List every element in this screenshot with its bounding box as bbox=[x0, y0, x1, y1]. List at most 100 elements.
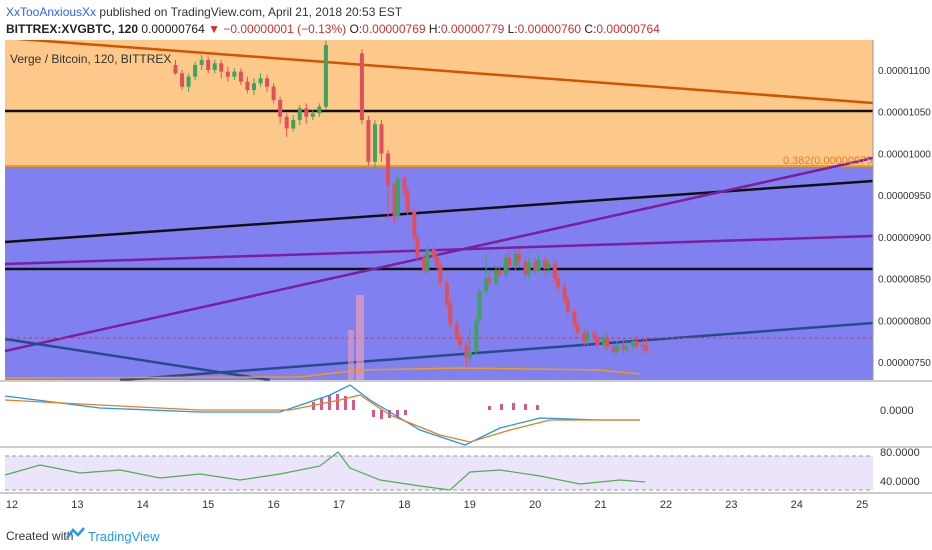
open-label: O: bbox=[349, 22, 363, 36]
high-label: H: bbox=[428, 22, 441, 36]
candle-body bbox=[454, 324, 459, 337]
candle-body bbox=[526, 261, 531, 275]
candle-body bbox=[631, 341, 636, 347]
candle-body bbox=[562, 286, 567, 300]
x-tick-label: 21 bbox=[594, 499, 606, 511]
volume-ma-line bbox=[4, 367, 641, 379]
candle-body bbox=[457, 336, 462, 346]
x-tick-label: 14 bbox=[137, 499, 149, 511]
candle-body bbox=[206, 59, 211, 70]
candle-body bbox=[212, 63, 217, 70]
candle-body bbox=[379, 124, 384, 154]
x-tick-labels: 12 13 14 15 16 17 18 19 20 21 22 23 24 25 bbox=[6, 499, 868, 511]
candle-body bbox=[245, 81, 250, 91]
candle-body bbox=[422, 257, 427, 271]
candle-body bbox=[415, 236, 420, 258]
trendline-orange bbox=[14, 40, 874, 105]
candle-body bbox=[552, 263, 557, 279]
tradingview-brand-link[interactable]: TradingView bbox=[88, 529, 160, 544]
created-with-text: Created with bbox=[6, 529, 74, 543]
candle-body bbox=[536, 260, 541, 271]
volume-bar bbox=[348, 330, 354, 380]
rsi-band bbox=[5, 456, 873, 490]
candle-body bbox=[621, 345, 626, 350]
candle-body bbox=[595, 336, 600, 346]
price-chart[interactable]: Verge / Bitcoin, 120, BITTREX 0.382(0.00… bbox=[0, 40, 932, 518]
candle-body bbox=[487, 278, 492, 283]
candle-body bbox=[265, 78, 270, 87]
candle-body bbox=[644, 346, 649, 351]
price-axis bbox=[873, 40, 932, 380]
candle-body bbox=[284, 116, 289, 129]
candle-body bbox=[317, 106, 322, 114]
candle-body bbox=[611, 346, 616, 352]
y-tick-label: 0.00000950 bbox=[878, 191, 931, 202]
candle-body bbox=[614, 345, 619, 352]
candle-body bbox=[193, 64, 198, 77]
candle-body bbox=[232, 71, 237, 77]
y-tick-label: 0.00000800 bbox=[878, 316, 931, 327]
close-value: 0.00000764 bbox=[596, 22, 660, 36]
x-tick-label: 25 bbox=[856, 499, 868, 511]
candle-body bbox=[258, 78, 263, 84]
rsi-label-40: 40.0000 bbox=[880, 476, 920, 488]
candle-body bbox=[438, 266, 443, 283]
candle-body bbox=[372, 124, 377, 162]
candle-body bbox=[484, 278, 489, 292]
publish-info: XxTooAnxiousXx published on TradingView.… bbox=[6, 5, 402, 19]
candle-body bbox=[291, 120, 296, 129]
macd-line bbox=[4, 384, 640, 446]
candle-body bbox=[392, 185, 397, 216]
candle-body bbox=[366, 120, 371, 162]
candle-body bbox=[464, 345, 469, 358]
macd-pane bbox=[0, 382, 873, 446]
publish-text: published on TradingView.com, April 21, … bbox=[99, 5, 403, 19]
candle-body bbox=[497, 270, 502, 275]
candle-body bbox=[523, 261, 528, 275]
candle-body bbox=[323, 44, 328, 107]
candle-body bbox=[386, 153, 391, 186]
pane-label: Verge / Bitcoin, 120, BITTREX bbox=[10, 52, 171, 66]
trendline-navy-support bbox=[119, 321, 874, 382]
x-tick-label: 24 bbox=[791, 499, 803, 511]
candle-body bbox=[582, 332, 587, 342]
author-link[interactable]: XxTooAnxiousXx bbox=[6, 5, 97, 19]
signal-line bbox=[4, 394, 640, 443]
close-label: C: bbox=[584, 22, 597, 36]
y-tick-label: 0.00001000 bbox=[878, 149, 931, 160]
candle-body bbox=[477, 291, 482, 321]
rsi-label-80: 80.0000 bbox=[880, 447, 920, 459]
x-tick-label: 13 bbox=[71, 499, 83, 511]
trendline-navy-falling bbox=[4, 337, 271, 382]
x-tick-label: 17 bbox=[333, 499, 345, 511]
candle-body bbox=[516, 253, 521, 262]
candle-body bbox=[592, 332, 597, 337]
candle-body bbox=[556, 278, 561, 287]
x-tick-label: 23 bbox=[725, 499, 737, 511]
x-tick-label: 12 bbox=[6, 499, 18, 511]
fib-zone-upper bbox=[5, 40, 873, 166]
candle-body bbox=[634, 341, 639, 346]
y-tick-label: 0.00001100 bbox=[878, 66, 931, 77]
candle-body bbox=[503, 257, 508, 275]
candle-body bbox=[219, 63, 224, 72]
candle-body bbox=[641, 345, 646, 347]
candle-body bbox=[565, 299, 570, 312]
y-tick-label: 0.00000750 bbox=[878, 358, 931, 369]
candle-body bbox=[474, 320, 479, 352]
x-tick-label: 20 bbox=[529, 499, 541, 511]
candle-body bbox=[572, 311, 577, 325]
candle-body bbox=[507, 257, 512, 267]
candle-body bbox=[395, 178, 400, 216]
y-tick-label: 0.00000900 bbox=[878, 233, 931, 244]
high-value: 0.00000779 bbox=[440, 22, 505, 36]
candle-body bbox=[238, 71, 243, 82]
x-tick-label: 22 bbox=[660, 499, 672, 511]
candle-body bbox=[251, 83, 256, 91]
candle-body bbox=[425, 249, 430, 271]
y-tick-label: 0.00000850 bbox=[878, 275, 931, 286]
tradingview-logo-icon bbox=[66, 527, 85, 539]
x-tick-label: 16 bbox=[267, 499, 279, 511]
ohlc-legend: BITTREX:XVGBTC, 120 0.00000764 ▼ −0.0000… bbox=[6, 22, 660, 36]
candle-body bbox=[271, 86, 276, 101]
